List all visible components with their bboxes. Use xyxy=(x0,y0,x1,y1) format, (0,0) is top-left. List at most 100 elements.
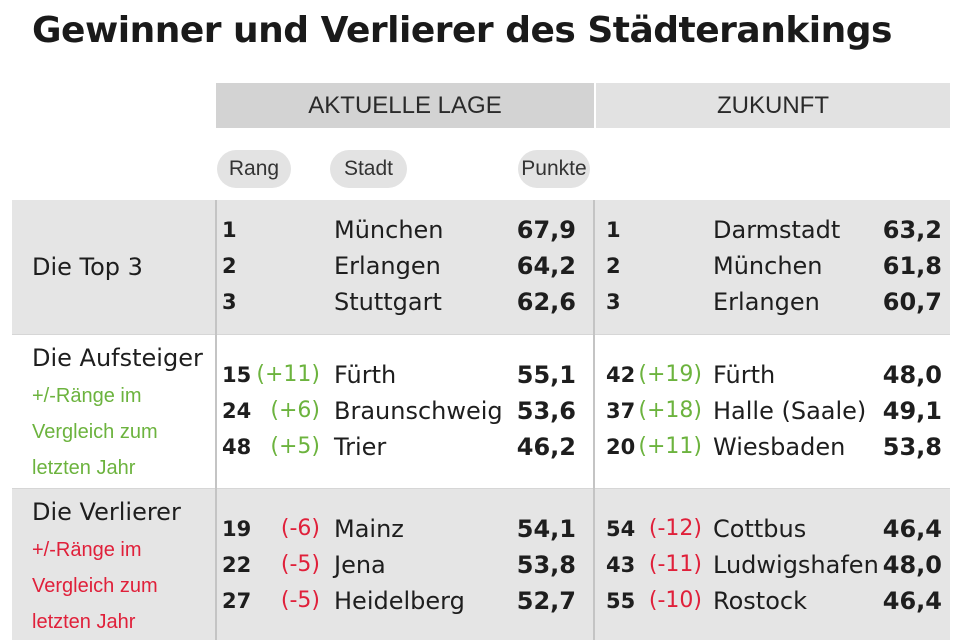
rank-change-cell: (-6) xyxy=(280,516,320,541)
column-header-rang: Rang xyxy=(217,150,291,188)
city-cell: Fürth xyxy=(713,361,776,389)
rank-cell: 20 xyxy=(606,435,636,459)
points-cell: 48,0 xyxy=(882,551,942,579)
rank-change-cell: (+11) xyxy=(256,362,320,387)
rank-cell: 3 xyxy=(222,290,237,314)
rank-cell: 48 xyxy=(222,435,252,459)
rank-cell: 1 xyxy=(606,218,621,242)
points-cell: 52,7 xyxy=(516,587,576,615)
rank-change-cell: (-12) xyxy=(648,516,702,541)
city-cell: Stuttgart xyxy=(334,288,442,316)
points-cell: 60,7 xyxy=(882,288,942,316)
city-cell: Ludwigshafen xyxy=(713,551,879,579)
points-cell: 61,8 xyxy=(882,252,942,280)
city-cell: Fürth xyxy=(334,361,397,389)
city-cell: Erlangen xyxy=(334,252,441,280)
rank-change-cell: (+5) xyxy=(270,434,320,459)
header-zukunft: ZUKUNFT xyxy=(596,83,950,128)
table-row: 3 Stuttgart 62,6 xyxy=(0,284,960,320)
points-cell: 67,9 xyxy=(516,216,576,244)
category-label-top3: Die Top 3 xyxy=(32,253,143,281)
category-label-aufsteiger: Die Aufsteiger xyxy=(32,344,203,372)
rank-change-cell: (+11) xyxy=(638,434,702,459)
column-divider xyxy=(215,200,217,640)
points-cell: 49,1 xyxy=(882,397,942,425)
city-cell: Wiesbaden xyxy=(713,433,846,461)
column-header-stadt: Stadt xyxy=(330,150,407,188)
city-cell: Heidelberg xyxy=(334,587,465,615)
city-cell: München xyxy=(334,216,444,244)
rank-cell: 27 xyxy=(222,589,252,613)
table-row: 2 München 61,8 xyxy=(0,248,960,284)
city-cell: Mainz xyxy=(334,515,404,543)
city-cell: Cottbus xyxy=(713,515,807,543)
category-note-aufsteiger: +/-Ränge im Vergleich zum letzten Jahr xyxy=(32,385,158,479)
rank-cell: 24 xyxy=(222,399,252,423)
table-row: 55 (-10) Rostock 46,4 xyxy=(0,583,960,619)
rank-cell: 42 xyxy=(606,363,636,387)
rank-change-cell: (+19) xyxy=(638,362,702,387)
points-cell: 46,2 xyxy=(516,433,576,461)
page-title: Gewinner und Verlierer des Städteranking… xyxy=(32,10,892,51)
rank-cell: 3 xyxy=(606,290,621,314)
rank-cell: 19 xyxy=(222,517,252,541)
table-row: 15 (+11) Fürth 55,1 xyxy=(0,357,960,393)
city-cell: Braunschweig xyxy=(334,397,503,425)
table-row: 42 (+19) Fürth 48,0 xyxy=(0,357,960,393)
category-label-verlierer: Die Verlierer xyxy=(32,498,181,526)
city-cell: Trier xyxy=(334,433,387,461)
table-row: 37 (+18) Halle (Saale) 49,1 xyxy=(0,393,960,429)
rank-change-cell: (+18) xyxy=(638,398,702,423)
rank-change-cell: (+6) xyxy=(270,398,320,423)
column-header-punkte: Punkte xyxy=(518,150,590,188)
points-cell: 46,4 xyxy=(882,587,942,615)
rank-cell: 1 xyxy=(222,218,237,242)
section-band-aufsteiger xyxy=(12,334,950,488)
table-row: 24 (+6) Braunschweig 53,6 xyxy=(0,393,960,429)
points-cell: 62,6 xyxy=(516,288,576,316)
points-cell: 63,2 xyxy=(882,216,942,244)
points-cell: 64,2 xyxy=(516,252,576,280)
rank-cell: 2 xyxy=(606,254,621,278)
points-cell: 55,1 xyxy=(516,361,576,389)
category-note-verlierer: +/-Ränge im Vergleich zum letzten Jahr xyxy=(32,539,158,633)
rank-change-cell: (-5) xyxy=(280,588,320,613)
table-row: 19 (-6) Mainz 54,1 xyxy=(0,511,960,547)
rank-cell: 2 xyxy=(222,254,237,278)
rank-change-cell: (-11) xyxy=(648,552,702,577)
table-row: 2 Erlangen 64,2 xyxy=(0,248,960,284)
points-cell: 46,4 xyxy=(882,515,942,543)
points-cell: 54,1 xyxy=(516,515,576,543)
city-cell: Rostock xyxy=(713,587,807,615)
divider xyxy=(12,488,950,489)
table-row: 48 (+5) Trier 46,2 xyxy=(0,429,960,465)
section-band-verlierer xyxy=(12,488,950,640)
points-cell: 53,8 xyxy=(516,551,576,579)
rank-cell: 54 xyxy=(606,517,636,541)
rank-cell: 37 xyxy=(606,399,636,423)
table-row: 43 (-11) Ludwigshafen 48,0 xyxy=(0,547,960,583)
table-row: 20 (+11) Wiesbaden 53,8 xyxy=(0,429,960,465)
rank-cell: 22 xyxy=(222,553,252,577)
city-cell: Jena xyxy=(334,551,386,579)
table-row: 54 (-12) Cottbus 46,4 xyxy=(0,511,960,547)
rank-cell: 15 xyxy=(222,363,252,387)
city-cell: Erlangen xyxy=(713,288,820,316)
points-cell: 53,8 xyxy=(882,433,942,461)
table-row: 1 Darmstadt 63,2 xyxy=(0,212,960,248)
points-cell: 53,6 xyxy=(516,397,576,425)
divider xyxy=(12,334,950,335)
city-cell: Halle (Saale) xyxy=(713,397,867,425)
rank-cell: 55 xyxy=(606,589,636,613)
section-band-top3 xyxy=(12,200,950,334)
rank-change-cell: (-5) xyxy=(280,552,320,577)
city-cell: Darmstadt xyxy=(713,216,841,244)
table-row: 22 (-5) Jena 53,8 xyxy=(0,547,960,583)
table-row: 1 München 67,9 xyxy=(0,212,960,248)
rank-change-cell: (-10) xyxy=(648,588,702,613)
points-cell: 48,0 xyxy=(882,361,942,389)
header-aktuelle-lage: AKTUELLE LAGE xyxy=(216,83,594,128)
table-row: 27 (-5) Heidelberg 52,7 xyxy=(0,583,960,619)
table-row: 3 Erlangen 60,7 xyxy=(0,284,960,320)
rank-cell: 43 xyxy=(606,553,636,577)
